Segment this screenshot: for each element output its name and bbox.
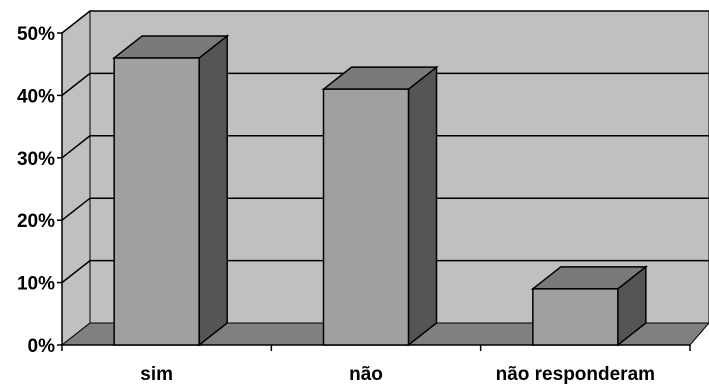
bar-front-face [532,288,619,346]
gridline [61,135,709,159]
bar-side-face [198,34,228,347]
y-tick-label: 20% [17,211,55,232]
tick-labels-layer: 0% 10% 20% 30% 40% 50% sim não não responderam [17,24,655,385]
y-tick-label: 0% [28,336,56,357]
y-tick-label: 40% [17,86,55,107]
x-tick-label: sim [140,364,173,385]
bar-side-face [407,65,438,347]
bar-front-face [113,57,200,346]
bar-2 [321,65,439,347]
bar-1 [111,34,230,347]
x-tick-label: não [349,364,383,385]
x-tick-label: não responderam [496,364,655,385]
bars-layer [111,34,649,347]
gridline [61,197,709,221]
gridline [61,72,709,96]
chart-side-wall [61,9,91,347]
y-tick-label: 50% [17,24,55,45]
bar-3 [530,265,649,347]
bar-front-face [322,88,410,346]
y-tick-label: 10% [17,274,55,295]
gridlines-layer [61,10,709,284]
gridline [61,10,709,34]
y-tick-label: 30% [17,149,55,170]
gridline [61,259,709,284]
